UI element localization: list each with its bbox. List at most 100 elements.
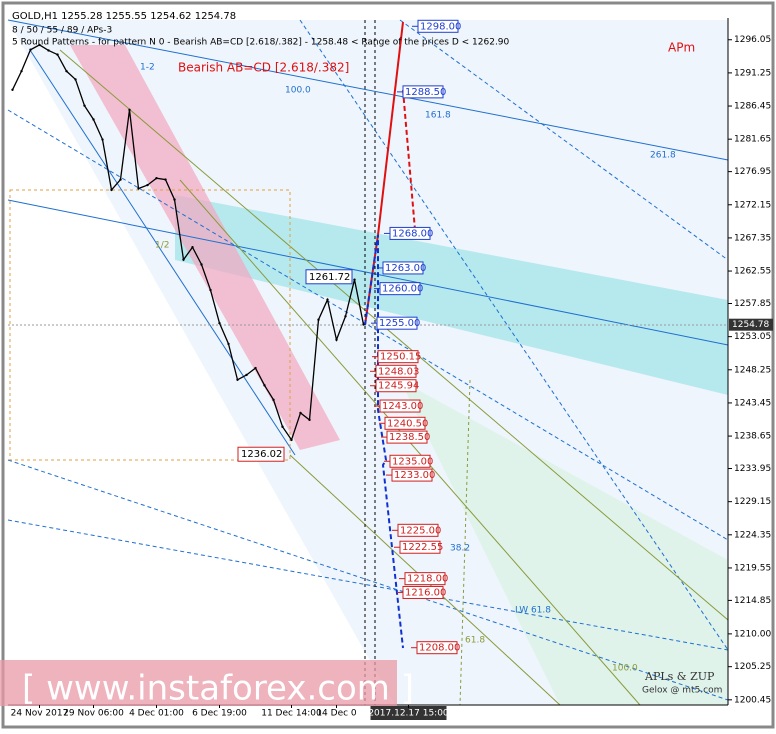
y-tick-label: 1233.95 <box>734 464 771 474</box>
price-point <box>155 176 158 180</box>
level-label: 1225.00 <box>400 525 441 536</box>
price-point <box>92 118 95 121</box>
price-point <box>245 373 248 377</box>
price-point <box>299 411 302 415</box>
price-point <box>173 198 176 201</box>
price-point <box>236 378 239 381</box>
corner-label: APm <box>668 41 695 55</box>
level-label: 1235.00 <box>392 456 433 467</box>
price-point <box>101 138 104 141</box>
price-point <box>218 321 221 325</box>
level-label: 1222.55 <box>402 542 443 553</box>
watermark: [ www.instaforex.com ] <box>22 669 414 709</box>
level-box <box>384 416 426 430</box>
y-tick-label: 1243.45 <box>734 398 771 408</box>
level-box <box>397 523 439 537</box>
y-tick-label: 1296.05 <box>734 35 771 45</box>
x-tick-label: 6 Dec 19:00 <box>192 709 247 719</box>
level-label: 1255.00 <box>379 318 420 329</box>
credit: Gelox @ mt5.com <box>642 686 722 696</box>
price-point <box>119 178 122 181</box>
price-point <box>137 187 140 190</box>
price-point <box>128 108 131 112</box>
price-point <box>47 49 50 52</box>
level-box <box>417 19 459 33</box>
y-tick-label: 1276.95 <box>734 167 771 177</box>
y-tick-label: 1291.25 <box>734 68 771 78</box>
price-point <box>83 104 86 107</box>
price-point <box>20 69 23 73</box>
price-point <box>200 263 203 266</box>
line-label: 1-2 <box>140 63 155 73</box>
level-box <box>376 316 418 330</box>
level-label: 1233.00 <box>394 470 435 481</box>
trend-lines <box>7 19 729 701</box>
price-point <box>344 315 347 318</box>
price-point <box>110 188 113 192</box>
y-tick-label: 1224.35 <box>734 530 771 540</box>
price-point <box>308 418 311 422</box>
y-tick-label: 1281.65 <box>734 135 771 145</box>
y-tick-label: 1262.55 <box>734 267 771 277</box>
y-tick-label: 1257.85 <box>734 299 771 309</box>
price-point <box>227 342 230 346</box>
level-box <box>389 454 431 468</box>
price-point <box>209 288 212 292</box>
level-box <box>379 282 421 296</box>
line-label: LW 61.8 <box>515 606 551 616</box>
price-point <box>362 323 365 326</box>
last-price-box <box>729 318 773 331</box>
chart-title: GOLD,H1 1255.28 1255.55 1254.62 1254.78 <box>12 11 236 22</box>
y-tick-label: 1267.35 <box>734 233 771 243</box>
y-tick-label: 1286.45 <box>734 102 771 112</box>
x-tick-label: 11 Dec 14:00 <box>261 709 322 719</box>
level-box <box>377 350 419 364</box>
price-point <box>74 78 77 81</box>
y-tick-label: 1214.85 <box>734 596 771 606</box>
price-point <box>254 366 257 370</box>
pivot-label: 1261.72 <box>309 272 350 283</box>
x-tick-label: 14 Dec 0 <box>316 709 357 719</box>
level-box <box>402 585 444 599</box>
y-tick-label: 1205.25 <box>734 662 771 672</box>
last-price-label: 1254.78 <box>732 320 769 330</box>
level-box <box>399 540 441 554</box>
level-label: 1248.03 <box>378 366 419 377</box>
pattern-label: Bearish AB=CD [2.618/.382] <box>178 61 349 75</box>
y-tick-label: 1253.05 <box>734 332 771 342</box>
level-label: 1268.00 <box>392 228 433 239</box>
subtitle: 5 Round Patterns - for pattern N 0 - Bea… <box>12 38 510 48</box>
level-box <box>389 226 431 240</box>
line-label: 38.2 <box>450 544 470 554</box>
level-box <box>379 399 421 413</box>
line-label: 161.8 <box>425 111 451 121</box>
projection-down <box>364 234 404 649</box>
line-label: 1/2 <box>155 241 169 251</box>
level-box <box>416 641 458 655</box>
price-point <box>11 88 14 92</box>
level-box <box>382 261 424 275</box>
subtitle: 8 / 50 / 55 / 89 / APs-3 <box>12 26 112 36</box>
price-point <box>56 53 59 56</box>
line-label: 261.8 <box>650 151 676 161</box>
price-point <box>164 178 167 181</box>
level-label: 1245.94 <box>378 381 419 392</box>
price-point <box>335 338 338 341</box>
pivot-box <box>237 446 285 462</box>
y-tick-label: 1200.45 <box>734 695 771 705</box>
price-point <box>281 425 284 428</box>
pivot-label: 1236.02 <box>241 449 282 460</box>
price-point <box>146 183 149 187</box>
level-label: 1288.50 <box>405 87 446 98</box>
price-point <box>290 438 293 442</box>
level-box <box>404 572 446 586</box>
level-label: 1298.00 <box>420 21 461 32</box>
level-box <box>386 430 428 444</box>
level-box <box>375 364 417 378</box>
price-point <box>38 43 41 47</box>
level-label: 1208.00 <box>419 643 460 654</box>
cyan-channel <box>175 195 728 395</box>
y-tick-label: 1210.00 <box>734 629 771 639</box>
